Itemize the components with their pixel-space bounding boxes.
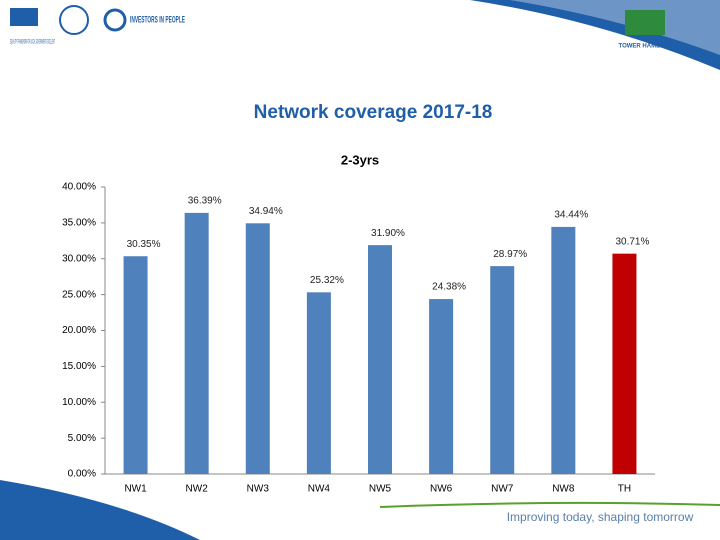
bar [123,256,148,474]
y-tick-label: 20.00% [62,325,96,336]
x-tick-label: NW8 [552,484,575,495]
logo-iip-icon [103,8,127,32]
data-label: 36.39% [188,196,222,207]
bottom-swoosh [0,480,200,540]
slide-title: Network coverage 2017-18 [254,102,493,123]
data-label: 30.71% [615,236,649,247]
y-tick-label: 15.00% [62,361,96,372]
y-tick-label: 30.00% [62,253,96,264]
top-swoosh-light [510,0,720,55]
chart-title: 2-3yrs [341,152,379,167]
logo-middle-text: INVESTORS IN PEOPLE [130,14,185,24]
x-tick-label: NW4 [308,484,331,495]
y-tick-label: 0.00% [68,469,96,480]
data-label: 25.32% [310,275,344,286]
logo-left-icon [10,8,38,26]
x-tick-label: NW3 [247,484,270,495]
footer-line [379,501,720,508]
logo-right-icon [625,10,665,35]
y-tick-label: 25.00% [62,289,96,300]
x-tick-label: NW1 [124,484,147,495]
data-label: 31.90% [371,228,405,239]
bar [490,266,515,474]
logo-right-text: TOWER HAMLETS [619,44,672,50]
x-tick-label: NW6 [430,484,453,495]
bar [306,292,331,474]
y-tick-label: 10.00% [62,397,96,408]
bar [429,299,454,474]
bar [368,245,392,474]
data-label: 28.97% [493,249,527,260]
y-tick-label: 35.00% [62,218,96,229]
x-tick-label: NW5 [369,484,392,495]
data-label: 30.35% [127,239,161,250]
bar [184,212,209,475]
logo-badge [59,5,89,35]
y-tick-label: 5.00% [68,433,96,444]
footer-text: Improving today, shaping tomorrow [507,510,694,524]
data-label: 34.44% [554,210,588,221]
x-tick-label: TH [618,484,631,495]
data-label: 24.38% [432,282,466,293]
y-tick-label: 40.00% [62,182,96,193]
bar [245,223,270,474]
plot: 0.00% 5.00% 10.00% 15.00% 20.00% 25.00% 30.00%… [62,182,655,495]
logo-left-text: EQUALITY FRAMEWORK FOR LOCAL GOVERNMENT … [10,40,55,46]
data-label: 34.94% [249,206,283,217]
x-tick-label: NW2 [186,484,209,495]
bar [551,226,576,474]
x-tick-label: NW7 [491,484,514,495]
bar [612,253,637,474]
